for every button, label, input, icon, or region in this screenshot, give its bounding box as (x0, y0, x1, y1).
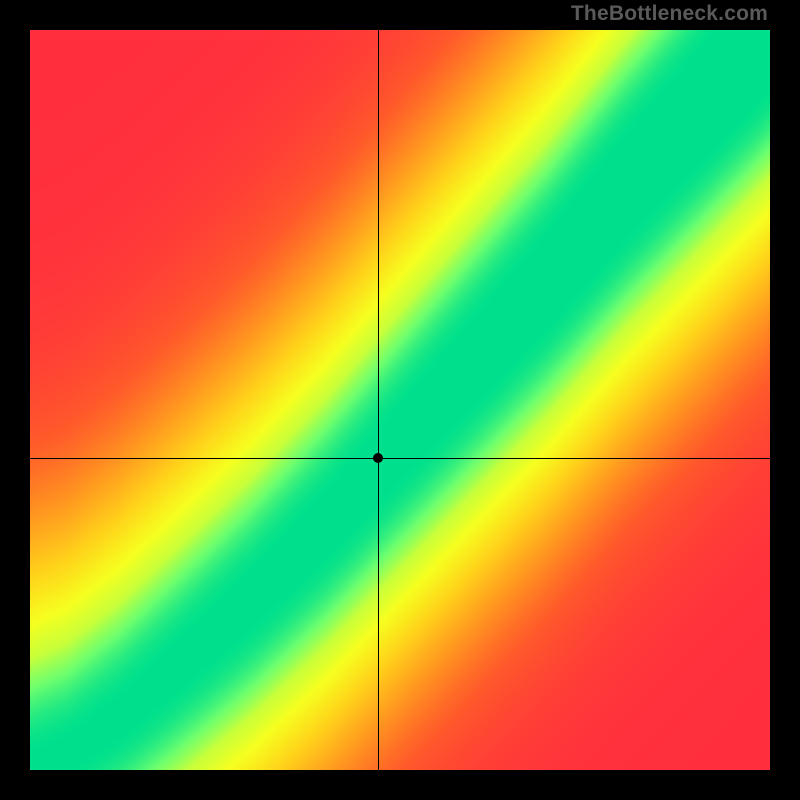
crosshair-horizontal (30, 458, 770, 459)
crosshair-marker (373, 453, 383, 463)
figure-container: TheBottleneck.com (0, 0, 800, 800)
crosshair-vertical (378, 30, 379, 770)
plot-area (30, 30, 770, 770)
heatmap-canvas (30, 30, 770, 770)
watermark-text: TheBottleneck.com (571, 2, 768, 26)
